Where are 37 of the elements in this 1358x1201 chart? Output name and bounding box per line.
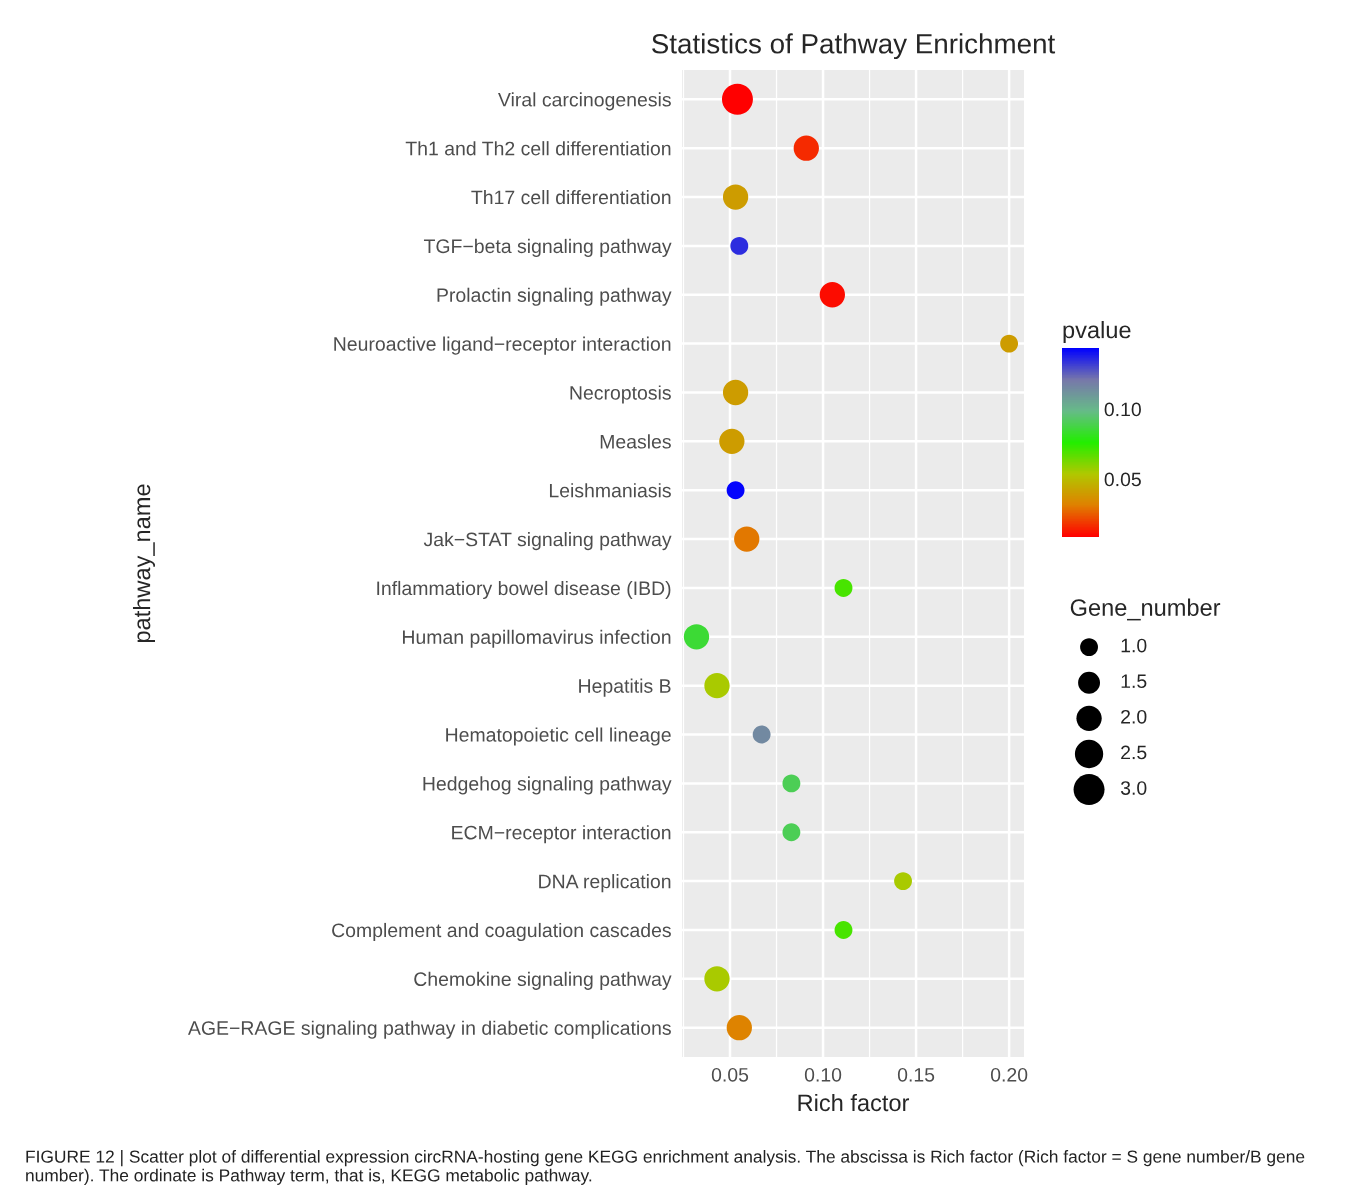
y-tick-label: TGF−beta signaling pathway	[423, 238, 672, 257]
x-tick-label: 0.20	[990, 1067, 1028, 1082]
y-tick-label: Complement and coagulation cascades	[332, 922, 671, 942]
y-tick-label: Necroptosis	[570, 385, 671, 404]
y-axis-title: pathway_name	[132, 484, 155, 643]
color-bar-title: pvalue	[1063, 321, 1131, 344]
y-tick-label: Jak−STAT signaling pathway	[423, 532, 672, 551]
x-axis-title: Rich factor	[798, 1093, 910, 1112]
color-bar-label: 0.05	[1104, 472, 1141, 487]
y-tick-label: DNA replication	[539, 874, 671, 893]
legend-label: 1.5	[1121, 674, 1147, 689]
y-tick-label: Inflammatiory bowel disease (IBD)	[377, 580, 671, 600]
y-tick-label: Neuroactive ligand−receptor interaction	[334, 336, 671, 355]
y-tick-label: Human papillomavirus infection	[403, 629, 671, 648]
y-tick-label: AGE−RAGE signaling pathway in diabetic complications	[187, 1020, 671, 1039]
y-tick-label: Th1 and Th2 cell differentiation	[405, 141, 671, 156]
y-tick-label: Prolactin signaling pathway	[437, 287, 672, 306]
x-tick-label: 0.15	[897, 1067, 935, 1082]
x-tick-label: 0.05	[711, 1067, 749, 1082]
y-tick-label: Hedgehog signaling pathway	[423, 776, 672, 795]
y-tick-label: Th17 cell differentiation	[471, 189, 671, 205]
chart-title: Statistics of Pathway Enrichment	[652, 33, 1056, 60]
legend-label: 1.0	[1121, 638, 1147, 653]
y-tick-label: Hematopoietic cell lineage	[446, 727, 671, 746]
legend-label: 2.0	[1121, 709, 1147, 724]
y-tick-label: Hepatitis B	[579, 678, 671, 697]
x-tick-label: 0.10	[804, 1067, 842, 1082]
legend-title: Gene_number	[1070, 598, 1221, 621]
y-tick-label: Viral carcinogenesis	[498, 92, 671, 111]
caption: FIGURE 12 | Scatter plot of differential expression circRNA-hosting gene KEGG enrichment analysis. The abscissa is Rich factor (Rich factor = S gene number/B gene number). The ordinate is Pathway term, that is, KEGG metabolic pathway.	[26, 1150, 1305, 1185]
y-tick-label: Measles	[600, 434, 671, 449]
y-tick-label: ECM−receptor interaction	[452, 825, 671, 844]
legend-label: 2.5	[1121, 745, 1147, 760]
y-tick-label: Leishmaniasis	[549, 483, 671, 498]
legend-label: 3.0	[1120, 781, 1147, 795]
color-bar-label: 0.10	[1104, 402, 1141, 417]
y-tick-label: Chemokine signaling pathway	[414, 971, 672, 990]
